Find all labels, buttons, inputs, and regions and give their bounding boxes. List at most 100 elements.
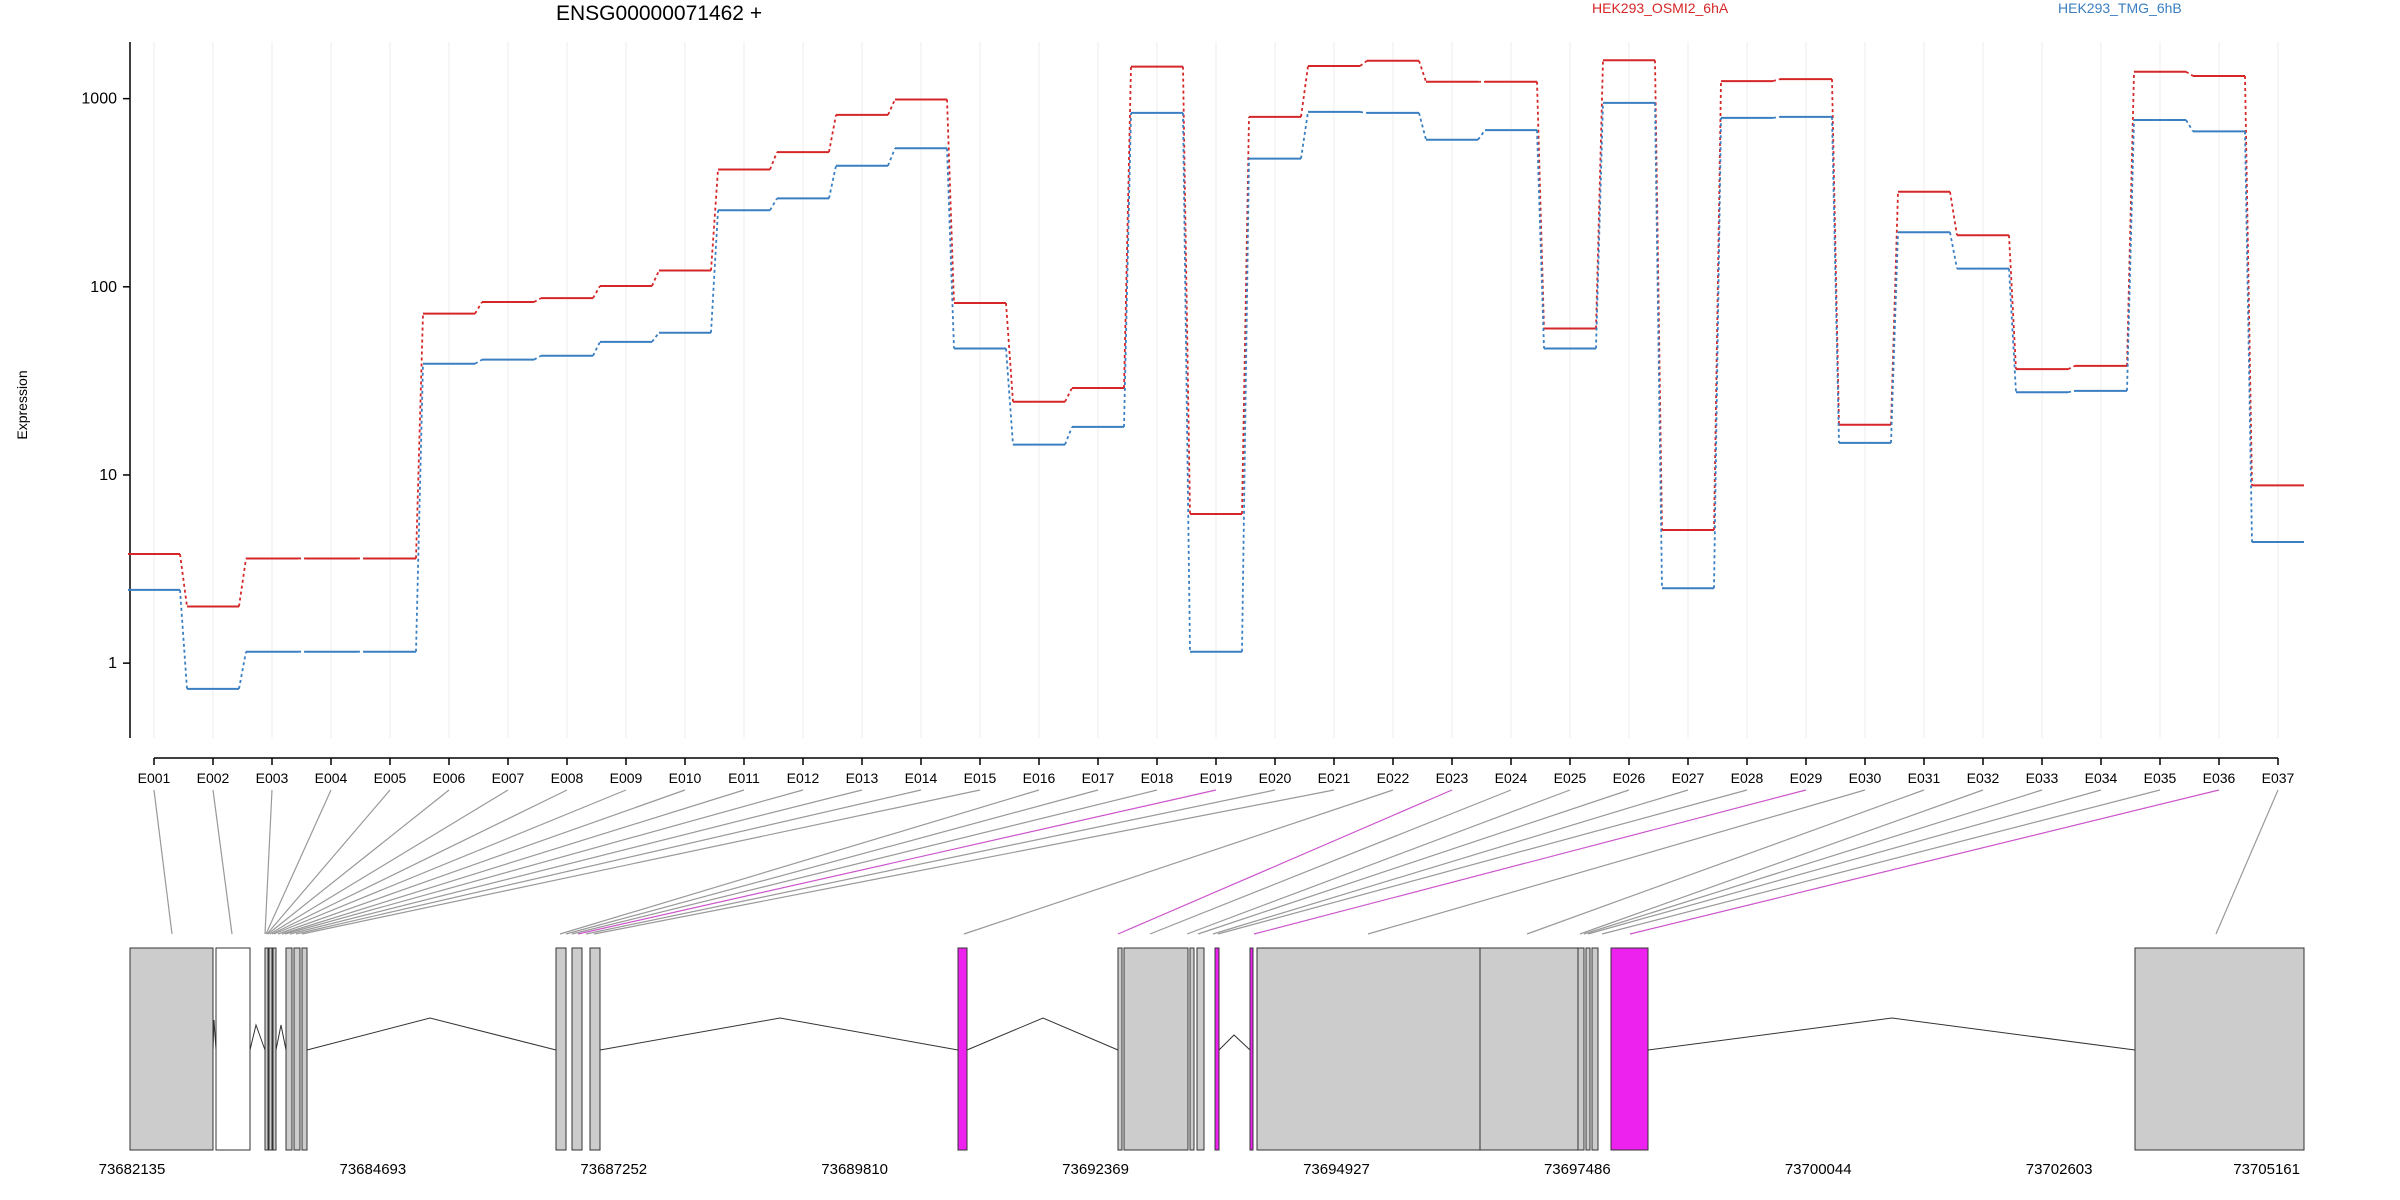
exon-connector [571,789,1158,935]
series-connector [592,341,601,357]
series-connector [946,99,955,304]
series-connector [1536,130,1545,349]
series-connector [1418,112,1427,140]
x-tick-label: E016 [1023,770,1056,786]
genomic-tick-label: 73705161 [2233,1161,2300,1178]
x-tick-label: E036 [2203,770,2236,786]
exon-connector [2215,789,2279,935]
genomic-tick-label: 73682135 [99,1161,166,1178]
x-tick-label: E028 [1731,770,1764,786]
series-connector [2126,71,2135,366]
x-tick-label: E026 [1613,770,1646,786]
series-connector [651,332,660,343]
series-connector [1654,102,1663,589]
exon-box [2134,947,2305,1151]
series-connector [2244,131,2253,543]
exon-box [571,947,583,1151]
genomic-tick-label: 73684693 [340,1161,407,1178]
series-connector [887,99,896,116]
exon-connector [273,789,627,935]
exon-connector [565,789,1099,935]
x-tick-label: E014 [905,770,938,786]
series-connector [2067,365,2076,370]
exon-box [129,947,214,1151]
x-tick-label: E015 [964,770,997,786]
series-connector [1890,191,1899,425]
genomic-tick-label: 73702603 [2026,1161,2093,1178]
series-connector [1831,79,1840,425]
series-connector [1949,191,1958,236]
series-connector [887,147,896,167]
exon-connector [1149,789,1512,935]
exon-connector-lines [153,789,2279,935]
x-tick-label: E013 [846,770,879,786]
series-connector [1123,112,1132,427]
x-tick-label: E017 [1082,770,1115,786]
series-connector [1123,66,1132,388]
exon-connector [1629,789,2220,935]
exon-connector [1217,789,1748,935]
exon-connector [1212,789,1689,935]
exon-connector [295,789,922,935]
series-connector [1713,117,1722,589]
exon-connector [1186,789,1571,935]
intron-line [1647,1017,2136,1051]
series-connector [238,558,247,607]
series-connector [2008,268,2017,393]
series-connector [710,210,719,333]
chart-title: ENSG00000071462 + [556,2,763,25]
exon-box [1117,947,1123,1151]
exon-connector [267,789,450,935]
x-tick-label: E008 [551,770,584,786]
intron-line [306,1017,557,1051]
x-tick-label: E006 [433,770,466,786]
exon-connector [1197,789,1630,935]
exon-connector [277,789,686,935]
intron-line [599,1017,959,1051]
x-tick-label: E034 [2085,770,2118,786]
x-tick-label: E018 [1141,770,1174,786]
genomic-tick-label: 73700044 [1785,1161,1852,1178]
x-tick-label: E001 [138,770,171,786]
exon-box [215,947,251,1151]
genomic-tick-label: 73687252 [580,1161,647,1178]
x-tick-label: E011 [728,770,760,786]
exon-connector [1583,789,2043,935]
series-connector [1595,60,1604,329]
x-tick-label: E029 [1790,770,1823,786]
intron-line [966,1017,1119,1051]
series-connector [1418,60,1427,83]
exon-connector [1587,789,2102,935]
genomic-tick-label: 73694927 [1303,1161,1370,1178]
exon-connector [1579,789,1984,935]
exon-box [1214,947,1220,1151]
exon-connector [593,789,1335,935]
exon-connector [1117,789,1453,935]
x-tick-label: E023 [1436,770,1469,786]
series-connector [1359,60,1368,67]
exon-connector [301,789,981,935]
x-tick-label: E007 [492,770,525,786]
series-connector [2185,70,2194,77]
series-connector [2008,235,2017,370]
y-axis: 1 10 100 1000 [81,42,131,738]
exon-box [1591,947,1599,1151]
y-tick-label: 100 [90,279,117,296]
genomic-tick-label: 73692369 [1062,1161,1129,1178]
exon-connector [281,789,745,935]
exon-box [1123,947,1189,1151]
exon-connector [577,789,1217,935]
exon-connector [264,789,273,935]
series-connector [2185,119,2194,132]
exon-connector [271,789,568,935]
series-connector [415,363,424,652]
x-tick-label: E002 [197,770,230,786]
genomic-tick-label: 73689810 [821,1161,888,1178]
x-tick-label: E024 [1495,770,1528,786]
series-connector [1359,111,1368,114]
exon-box [1189,947,1195,1151]
series-connector [1595,102,1604,349]
x-tick-label: E021 [1318,770,1351,786]
exon-connector [269,789,509,935]
x-tick-label: E022 [1377,770,1410,786]
